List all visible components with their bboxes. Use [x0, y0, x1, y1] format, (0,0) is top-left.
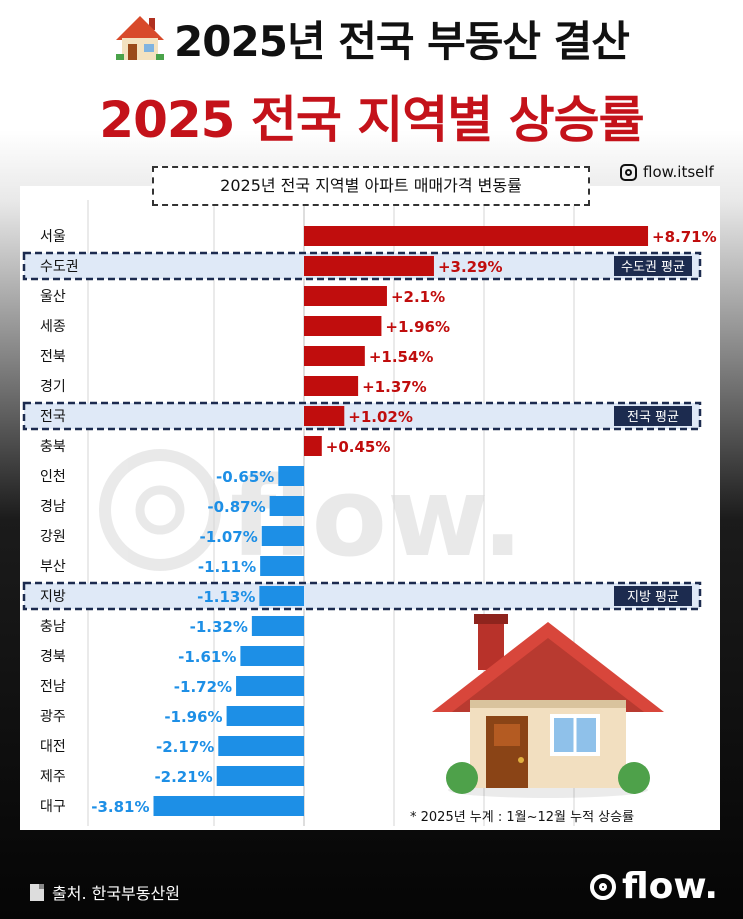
bar — [304, 286, 387, 306]
source-text: 출처. 한국부동산원 — [52, 884, 180, 903]
bar — [216, 766, 304, 786]
bar — [153, 796, 304, 816]
value-label: -1.61% — [178, 648, 236, 666]
category-label: 강원 — [40, 529, 66, 545]
value-label: -1.72% — [174, 678, 232, 696]
bar — [261, 526, 304, 546]
house-illustration — [432, 614, 664, 798]
category-label: 경기 — [40, 379, 66, 395]
category-label: 전국 — [40, 409, 66, 425]
value-label: -2.21% — [154, 768, 212, 786]
bar — [304, 226, 649, 246]
instagram-logo-icon — [590, 873, 616, 900]
house-icon — [116, 16, 165, 60]
value-label: -2.17% — [156, 738, 214, 756]
bar — [226, 706, 304, 726]
category-label: 광주 — [40, 709, 66, 725]
bar — [260, 556, 304, 576]
value-label: +1.54% — [369, 348, 434, 366]
value-label: -3.81% — [91, 798, 149, 816]
page-title-text: 2025년 전국 부동산 결산 — [174, 17, 630, 66]
value-label: -1.11% — [198, 558, 256, 576]
category-label: 대구 — [40, 799, 66, 815]
category-label: 경북 — [40, 649, 66, 665]
bar — [304, 376, 359, 396]
chart-title: 2025년 전국 지역별 아파트 매매가격 변동률 — [152, 166, 590, 206]
bar — [304, 406, 345, 426]
average-tag-label: 지방 평균 — [627, 590, 679, 605]
value-label: +3.29% — [438, 258, 503, 276]
bar — [269, 496, 304, 516]
value-label: +1.37% — [362, 378, 427, 396]
brand-logo: flow. — [590, 866, 718, 907]
value-label: -0.65% — [216, 468, 274, 486]
value-label: +1.02% — [348, 408, 413, 426]
watermark: flow. — [99, 449, 523, 581]
value-label: +2.1% — [391, 288, 445, 306]
brand-logo-text: flow. — [622, 866, 719, 907]
footnote: * 2025년 누계 : 1월~12월 누적 상승률 — [410, 810, 635, 825]
average-tag-label: 전국 평균 — [627, 410, 679, 425]
category-label: 서울 — [40, 229, 66, 245]
category-label: 제주 — [40, 769, 66, 785]
highlight-band — [22, 581, 702, 611]
value-label: -1.13% — [197, 588, 255, 606]
bar — [259, 586, 304, 606]
source: 출처. 한국부동산원 — [30, 880, 180, 904]
document-icon — [30, 883, 44, 901]
bar — [304, 436, 322, 456]
category-label: 전북 — [40, 349, 66, 365]
category-label: 인천 — [40, 469, 66, 485]
instagram-handle-text: flow.itself — [643, 163, 714, 181]
value-label: -1.32% — [190, 618, 248, 636]
value-label: -0.87% — [207, 498, 265, 516]
category-label: 지방 — [40, 589, 66, 605]
bar — [304, 256, 434, 276]
page-title: 2025년 전국 부동산 결산 — [0, 8, 743, 69]
category-label: 대전 — [40, 739, 66, 755]
bar — [218, 736, 304, 756]
category-label: 경남 — [40, 499, 66, 515]
value-label: -1.07% — [199, 528, 257, 546]
value-label: +0.45% — [326, 438, 391, 456]
bar — [236, 676, 304, 696]
category-label: 수도권 — [40, 259, 79, 275]
average-tag — [614, 406, 692, 426]
highlight-band — [22, 401, 702, 431]
value-label: +1.96% — [385, 318, 450, 336]
bar — [278, 466, 304, 486]
bar — [251, 616, 304, 636]
instagram-handle: flow.itself — [620, 163, 714, 181]
category-label: 울산 — [40, 289, 66, 305]
category-label: 전남 — [40, 679, 66, 695]
average-tag-label: 수도권 평균 — [621, 260, 685, 275]
value-label: +8.71% — [652, 228, 717, 246]
instagram-icon — [620, 163, 637, 181]
average-tag — [614, 256, 692, 276]
category-label: 부산 — [40, 559, 66, 575]
bar — [240, 646, 304, 666]
average-tag — [614, 586, 692, 606]
category-label: 충북 — [40, 439, 66, 455]
category-label: 충남 — [40, 619, 66, 635]
page-subtitle: 2025 전국 지역별 상승률 — [99, 91, 644, 149]
bar — [304, 346, 365, 366]
value-label: -1.96% — [164, 708, 222, 726]
bar — [304, 316, 382, 336]
category-label: 세종 — [40, 319, 66, 335]
